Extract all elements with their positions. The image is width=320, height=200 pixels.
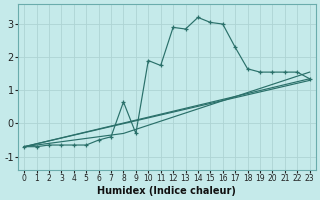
X-axis label: Humidex (Indice chaleur): Humidex (Indice chaleur) [98, 186, 236, 196]
